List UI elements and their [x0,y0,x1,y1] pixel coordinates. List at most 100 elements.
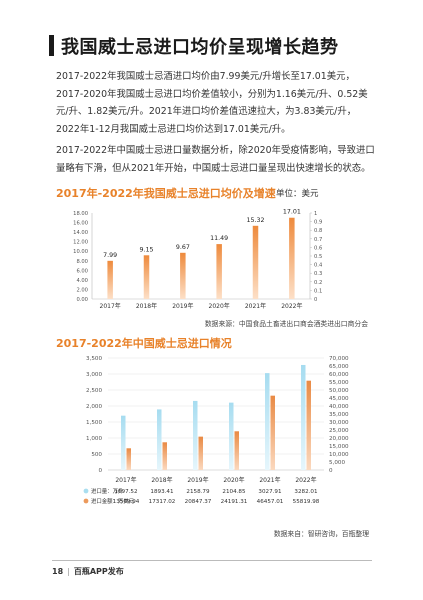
paragraph-volume-trend: 2017-2022年中国威士忌进口量数据分析，除2020年受疫情影响，导致进口量… [56,145,375,174]
y2-tick-label: 0.3 [314,271,322,277]
volume-bar [121,415,126,470]
import-chart: 0 500 1,000 1,500 2,000 2,500 3,000 3,500 0 5,000… [83,356,349,505]
legend-volume-label: 进口量：万升 [91,487,124,495]
y-tick-label: 3,000 [86,372,102,378]
price-data-label: 15.32 [246,217,264,224]
x-tick-label: 2022年 [295,476,316,484]
y2-tick-label: 5,000 [329,460,345,466]
y2-tick-label: 0 [329,468,333,474]
x-tick-label: 2021年 [259,476,280,484]
paragraph-price-trend: 2017-2022年我国威士忌酒进口均价由7.99美元/升增长至17.01美元，… [56,71,368,135]
legend-amount-marker [83,498,89,504]
price-data-label: 11.49 [210,235,228,242]
y2-tick-label: 50,000 [329,388,349,394]
y-tick-label: 500 [91,452,102,458]
page-number: 18 [52,567,64,576]
price-bar [216,244,222,299]
y2-tick-label: 0.7 [314,237,322,243]
price-bar [289,217,295,299]
table-cell: 55819.98 [293,499,320,505]
table-cell: 1697.52 [114,489,137,495]
x-tick-label: 2019年 [187,476,208,484]
chart2-title: 2017-2022年中国威士忌进口情况 [56,337,232,350]
table-cell: 20847.37 [185,499,212,505]
x-tick-label: 2020年 [223,476,244,484]
y2-tick-label: 30,000 [329,420,349,426]
volume-bar [229,402,234,470]
price-chart: 0.00 2.00 4.00 6.00 8.00 10.00 12.00 14.00 16.00… [73,209,323,310]
page-title: 我国威士忌进口均价呈现增长趋势 [61,37,339,58]
x-tick-label: 2017年 [115,476,136,484]
y-tick-label: 0 [98,468,102,474]
price-bar [143,255,150,299]
table-cell: 1893.41 [150,489,174,495]
y-tick-label: 4.00 [76,278,88,284]
y-tick-label: 1,000 [86,436,102,442]
volume-bar [301,364,306,470]
amount-bar [198,436,203,470]
y2-tick-label: 40,000 [329,404,349,410]
y-tick-label: 18.00 [73,211,88,217]
y-tick-label: 14.00 [73,230,88,236]
volume-bar [265,373,270,470]
x-tick-label: 2022年 [281,302,302,310]
title-accent-bar [49,35,54,56]
footer-divider [52,560,372,561]
table-cell: 2158.79 [186,489,210,495]
footer: 18 | 百瓶APP发布 [52,567,124,576]
y2-tick-label: 20,000 [329,436,349,442]
price-bar [180,252,186,299]
y2-tick-label: 0.9 [314,220,322,226]
x-tick-label: 2017年 [100,302,121,310]
x-tick-label: 2019年 [172,302,193,310]
table-cell: 24191.31 [221,499,248,505]
chart1-title: 2017年-2022年我国威士忌进口均价及增速 [56,187,276,200]
y-tick-label: 2,500 [86,388,102,394]
table-cell: 2104.85 [222,489,246,495]
y-tick-label: 2.00 [76,287,88,293]
y-tick-label: 12.00 [73,240,88,246]
y2-tick-label: 1 [314,211,317,217]
y-tick-label: 10.00 [73,249,88,255]
y-tick-label: 6.00 [76,268,88,274]
amount-bar [162,442,167,470]
amount-bar [270,395,275,470]
price-bar [107,260,113,299]
y2-tick-label: 45,000 [329,396,349,402]
legend-volume-marker [83,488,89,494]
y2-tick-label: 15,000 [329,444,349,450]
amount-bar [126,448,131,470]
y2-tick-label: 70,000 [329,356,349,362]
table-cell: 17317.02 [149,499,176,505]
volume-bar [157,409,162,470]
price-data-label: 7.99 [103,252,117,259]
y2-tick-label: 65,000 [329,364,349,370]
x-tick-label: 2018年 [151,476,172,484]
price-bar [252,225,259,299]
y-tick-label: 16.00 [73,221,88,227]
y2-tick-label: 0 [314,297,317,303]
price-data-label: 9.15 [139,246,153,253]
table-cell: 3282.01 [294,489,318,495]
y2-tick-label: 60,000 [329,372,349,378]
x-tick-label: 2021年 [245,302,266,310]
y-tick-label: 8.00 [76,259,88,265]
y2-tick-label: 0.1 [314,288,322,294]
y-tick-label: 3,500 [86,356,102,362]
table-cell: 13569.94 [113,499,140,505]
y2-tick-label: 0.2 [314,280,322,286]
legend-amount-label: 进口金额：万美元 [91,497,135,505]
y2-tick-label: 35,000 [329,412,349,418]
y2-tick-label: 0.6 [314,245,322,251]
y-tick-label: 1,500 [86,420,102,426]
price-data-label: 9.67 [176,244,190,251]
y2-tick-label: 0.4 [314,263,323,269]
y2-tick-label: 10,000 [329,452,349,458]
amount-bar [234,431,239,470]
chart2-source: 数据来自：智研咨询，百瓶整理 [273,530,369,538]
amount-bar [306,380,311,470]
footer-publisher: 百瓶APP发布 [73,567,124,576]
y2-tick-label: 0.8 [314,228,322,234]
price-data-label: 17.01 [283,209,301,216]
y2-tick-label: 25,000 [329,428,349,434]
